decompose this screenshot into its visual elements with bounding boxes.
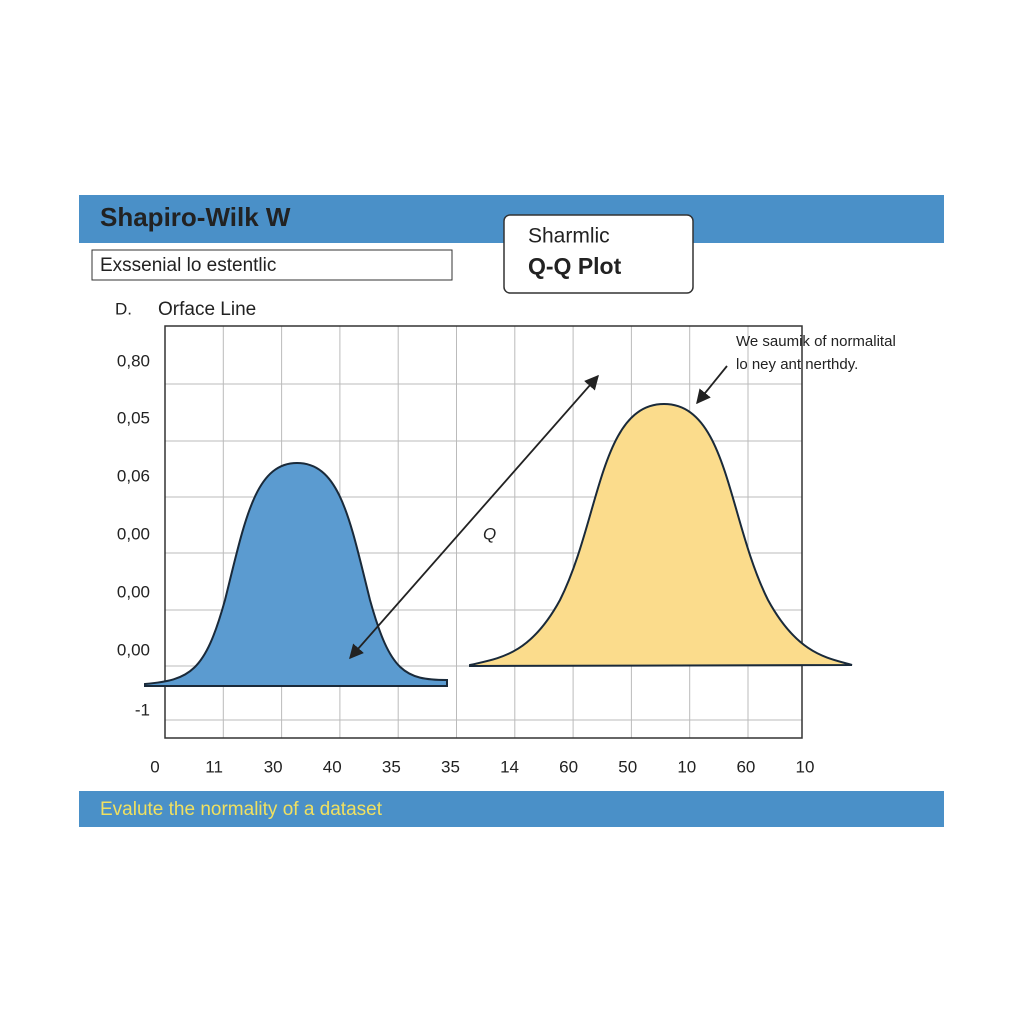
y-label: -1 bbox=[135, 700, 150, 719]
title: Shapiro-Wilk W bbox=[100, 202, 291, 232]
y-label: 0,00 bbox=[117, 582, 150, 601]
center-label: Q bbox=[483, 524, 496, 543]
corner-label: D. bbox=[115, 299, 132, 318]
footer-text: Evalute the normality of a dataset bbox=[100, 799, 383, 820]
axis-labels: 0,80 0,05 0,06 0,00 0,00 0,00 -1 0 11 30 40 35 35 14 6… bbox=[117, 351, 815, 776]
legend-line: Q-Q Plot bbox=[528, 253, 622, 279]
x-label: 60 bbox=[559, 757, 578, 776]
annotation-arrow bbox=[696, 365, 728, 405]
annotation: We saumik of normalital bbox=[736, 333, 896, 350]
x-label: 60 bbox=[736, 757, 755, 776]
x-label: 50 bbox=[618, 757, 637, 776]
legend-box bbox=[503, 214, 694, 294]
yellow-curve bbox=[469, 402, 853, 668]
line-label: Orface Line bbox=[158, 299, 256, 320]
x-label: 35 bbox=[382, 757, 401, 776]
legend-line: Sharmlic bbox=[528, 225, 610, 248]
y-label: 0,00 bbox=[117, 524, 150, 543]
subtitle: Exssenial lo estentlic bbox=[100, 255, 276, 276]
x-label: 30 bbox=[264, 757, 283, 776]
x-label: 10 bbox=[796, 757, 815, 776]
plot-frame bbox=[164, 325, 803, 739]
x-label: 40 bbox=[323, 757, 342, 776]
x-label: 11 bbox=[205, 757, 223, 776]
y-label: 0,06 bbox=[117, 466, 150, 485]
blue-curve bbox=[144, 461, 448, 687]
y-label: 0,05 bbox=[117, 408, 150, 427]
y-label: 0,80 bbox=[117, 351, 150, 370]
footer-band bbox=[79, 791, 944, 827]
x-label: 35 bbox=[441, 757, 460, 776]
subtitle-box bbox=[91, 249, 453, 281]
y-label: 0,00 bbox=[117, 640, 150, 659]
diagonal-arrow bbox=[349, 374, 599, 660]
x-label: 10 bbox=[677, 757, 696, 776]
x-label: 0 bbox=[150, 757, 159, 776]
x-label: 14 bbox=[500, 757, 519, 776]
annotation: lo ney ant nerthdy. bbox=[736, 356, 858, 373]
